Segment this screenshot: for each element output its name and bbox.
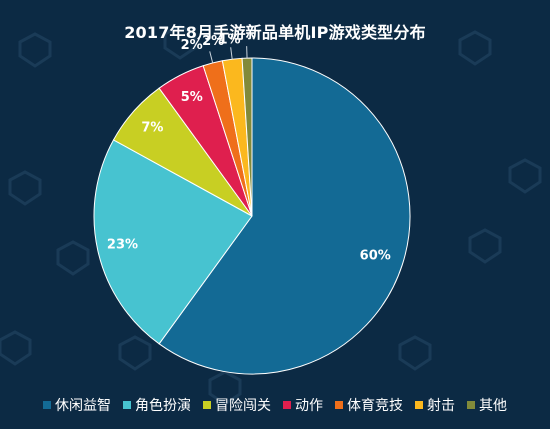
legend-label: 其他 <box>479 398 507 414</box>
pie-slice-rpg <box>93 139 253 345</box>
legend-swatch <box>283 401 291 409</box>
legend-label: 射击 <box>427 398 455 414</box>
legend-item-other: 其他 <box>467 395 507 415</box>
pie-data-labels: 60%23%7%5%2% 2%1% <box>107 33 391 264</box>
data-label-shooter: 2% <box>202 34 224 49</box>
legend-swatch <box>43 401 51 409</box>
chart-legend: 休闲益智 角色扮演 冒险闯关 动作 体育竞技 射击 其他 <box>0 393 550 417</box>
legend-label: 角色扮演 <box>135 398 191 414</box>
legend-item-casual-puzzle: 休闲益智 <box>43 395 111 415</box>
chart-title: 2017年8月手游新品单机IP游戏类型分布 <box>124 23 426 42</box>
legend-swatch <box>123 401 131 409</box>
legend-swatch <box>415 401 423 409</box>
leader-line-shooter <box>230 47 233 60</box>
data-label-action: 5% <box>181 90 203 105</box>
legend-item-shooter: 射击 <box>415 395 455 415</box>
legend-item-rpg: 角色扮演 <box>123 395 191 415</box>
legend-item-adventure: 冒险闯关 <box>203 395 271 415</box>
data-label-adventure: 7% <box>141 121 163 136</box>
leader-line-sports <box>209 51 214 64</box>
data-label-rpg: 23% <box>107 237 138 252</box>
pie-slices <box>93 57 411 375</box>
legend-swatch <box>467 401 475 409</box>
legend-label: 体育竞技 <box>347 398 403 414</box>
legend-item-action: 动作 <box>283 395 323 415</box>
legend-item-sports: 体育竞技 <box>335 395 403 415</box>
data-label-sports: 2% <box>181 38 203 53</box>
pie-leader-lines <box>209 46 248 64</box>
data-label-casual-puzzle: 60% <box>360 249 391 264</box>
pie-slice-casual-puzzle <box>158 57 411 375</box>
legend-swatch <box>335 401 343 409</box>
legend-label: 冒险闯关 <box>215 398 271 414</box>
data-label-other: 1% <box>218 33 240 48</box>
legend-label: 动作 <box>295 398 323 414</box>
legend-swatch <box>203 401 211 409</box>
legend-label: 休闲益智 <box>55 398 111 414</box>
pie-slice-other <box>241 57 253 217</box>
